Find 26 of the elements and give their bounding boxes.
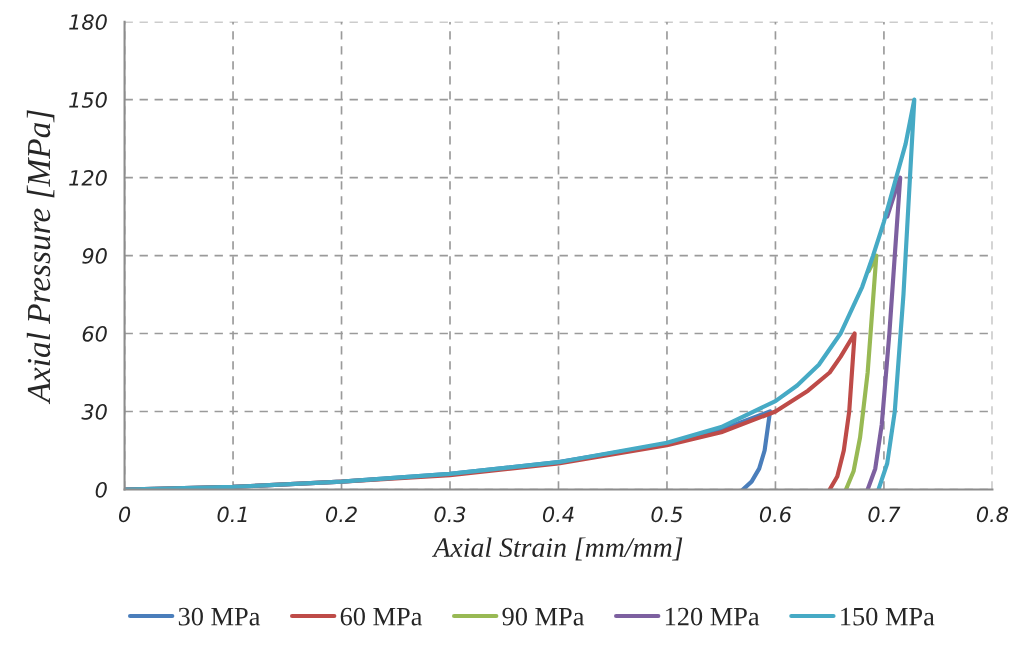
line-series xyxy=(843,253,879,490)
y-axis-title: Axial Pressure [MPa] xyxy=(26,110,55,405)
y-tick-label: 0 xyxy=(95,481,107,498)
x-tick-label: 0.6 xyxy=(759,506,792,523)
x-tick-label: 0.2 xyxy=(326,506,357,523)
x-tick-label: 0.4 xyxy=(542,506,574,523)
y-tick-label: 90 xyxy=(82,248,107,264)
y-tick-label: 180 xyxy=(69,14,107,30)
y-tick-label: 60 xyxy=(82,325,107,342)
y-tick-label: 30 xyxy=(81,403,107,420)
legend-label: 30 MPa xyxy=(178,607,261,626)
legend-label: 150 MPa xyxy=(841,607,935,626)
legend-label: 120 MPa xyxy=(665,607,760,626)
line-series xyxy=(865,175,903,490)
x-tick-label: 0 xyxy=(118,506,131,523)
legend-label: 90 MPa xyxy=(502,607,585,626)
y-tick-label: 150 xyxy=(69,92,107,108)
legend-label: 60 MPa xyxy=(340,607,423,626)
line-series xyxy=(124,97,917,490)
x-tick-label: 0.3 xyxy=(434,506,466,523)
x-tick-label: 0.7 xyxy=(868,506,901,523)
x-tick-label: 0.1 xyxy=(217,506,247,523)
x-tick-label: 0.5 xyxy=(651,506,683,523)
x-tick-label: 0.8 xyxy=(976,506,1009,523)
y-tick-label: 120 xyxy=(69,170,107,186)
x-axis-title: Axial Strain [mm/mm] xyxy=(431,537,683,561)
